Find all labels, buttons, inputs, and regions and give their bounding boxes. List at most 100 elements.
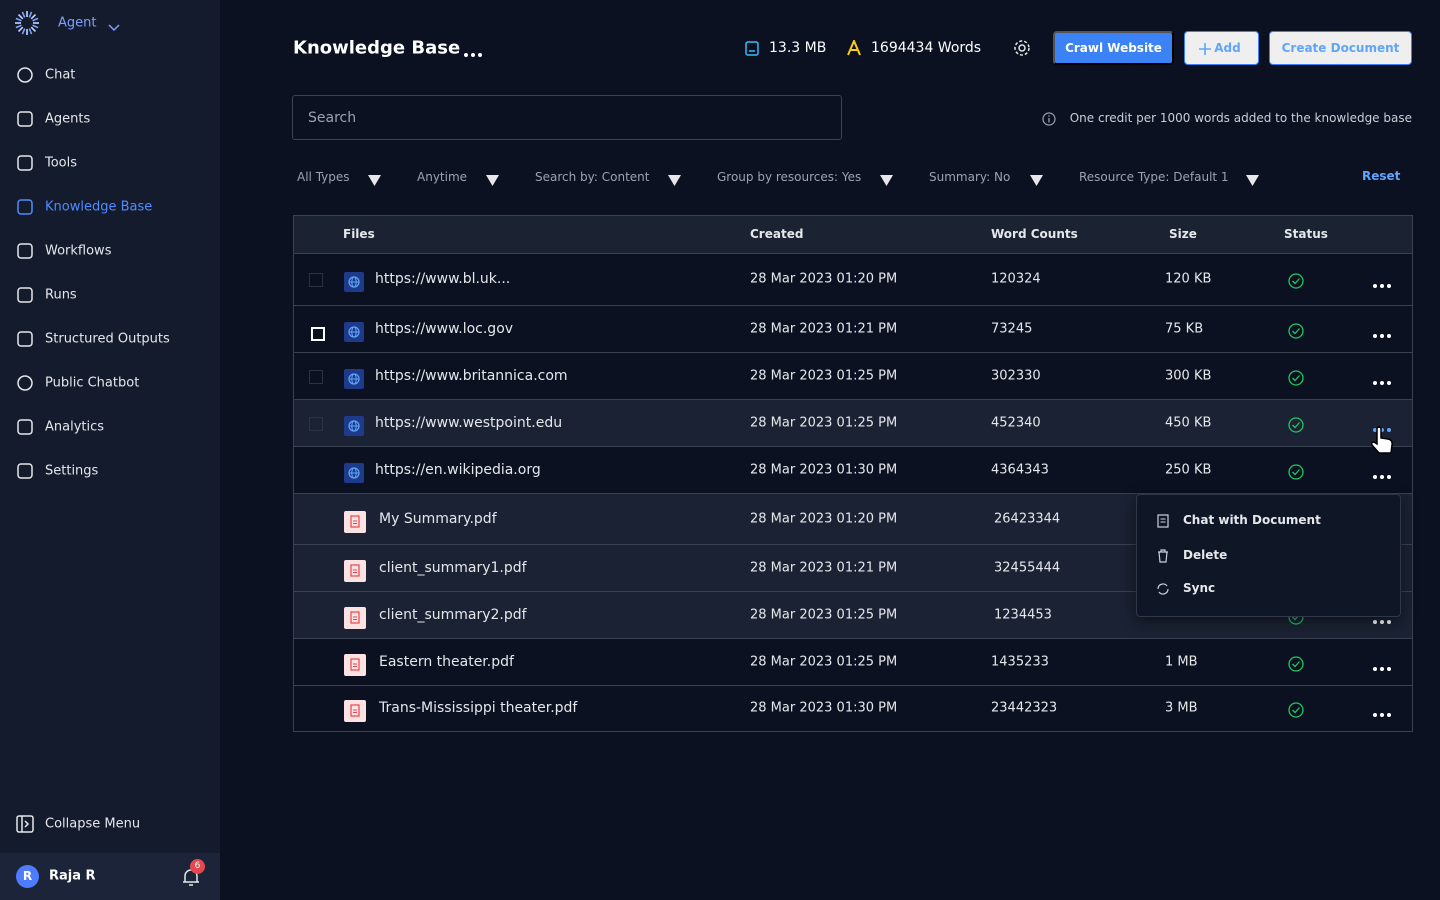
file-size: 250 KB: [1165, 462, 1212, 477]
file-name[interactable]: My Summary.pdf: [379, 510, 497, 527]
dropdown-arrow: [368, 171, 381, 186]
file-size: 450 KB: [1165, 415, 1212, 430]
row-checkbox[interactable]: [311, 326, 325, 341]
menu-icon: [1156, 548, 1170, 563]
file-name[interactable]: client_summary1.pdf: [379, 559, 527, 576]
plus-icon: [1198, 41, 1212, 55]
filter-dropdown[interactable]: Group by resources: Yes: [717, 170, 862, 184]
word-count: 4364343: [991, 462, 1049, 477]
row-checkbox[interactable]: [309, 273, 323, 287]
filter-dropdown[interactable]: Resource Type: Default 1: [1079, 170, 1229, 184]
file-name[interactable]: client_summary2.pdf: [379, 606, 527, 623]
word-count: 73245: [991, 321, 1033, 336]
pdf-icon: [344, 559, 366, 582]
created-date: 28 Mar 2023 01:25 PM: [750, 415, 898, 430]
filter-dropdown[interactable]: Summary: No: [929, 170, 1011, 184]
word-count: 1234453: [994, 607, 1052, 622]
filter-dropdown[interactable]: Search by: Content: [535, 170, 650, 184]
dropdown-arrow: [668, 171, 681, 186]
filter-dropdown[interactable]: All Types: [297, 170, 350, 184]
row-actions[interactable]: [1373, 324, 1391, 338]
nav-item[interactable]: Agents: [45, 111, 91, 127]
pdf-icon: [344, 653, 366, 676]
row-actions[interactable]: [1373, 703, 1391, 717]
search-placeholder[interactable]: Search: [308, 110, 357, 126]
settings-icon: [1013, 39, 1031, 57]
nav-item[interactable]: Tools: [45, 155, 78, 171]
button[interactable]: Add: [1184, 31, 1259, 65]
word-count: 1435233: [991, 654, 1049, 669]
workspace-name[interactable]: Agent: [58, 15, 97, 31]
row-actions[interactable]: [1373, 418, 1391, 432]
collapse-icon: [16, 815, 34, 833]
nav-icon: [16, 330, 34, 348]
menu-item[interactable]: Sync: [1183, 581, 1216, 595]
word-count: 452340: [991, 415, 1041, 430]
menu-item[interactable]: Chat with Document: [1183, 513, 1321, 527]
nav-item[interactable]: Structured Outputs: [45, 331, 170, 347]
status-check: [1288, 655, 1304, 672]
file-name[interactable]: https://www.bl.uk...: [375, 271, 511, 287]
nav-item[interactable]: Chat: [45, 67, 76, 83]
page-title: Knowledge Base: [293, 37, 461, 59]
file-name[interactable]: Trans-Mississippi theater.pdf: [379, 700, 578, 716]
button[interactable]: Crawl Website: [1053, 31, 1174, 65]
dropdown-arrow: [1030, 171, 1043, 186]
reset-button[interactable]: Reset: [1362, 169, 1401, 183]
file-name[interactable]: Eastern theater.pdf: [379, 653, 514, 670]
table-row[interactable]: [294, 253, 1412, 305]
notification-badge: 6: [190, 859, 205, 874]
table-row[interactable]: [294, 638, 1412, 685]
created-date: 28 Mar 2023 01:20 PM: [750, 511, 898, 526]
row-actions[interactable]: [1373, 465, 1391, 479]
pdf-icon: [344, 700, 366, 722]
nav-item[interactable]: Runs: [45, 287, 77, 303]
table-row[interactable]: [294, 685, 1412, 731]
row-checkbox[interactable]: [309, 369, 323, 384]
nav-item[interactable]: Knowledge Base: [45, 199, 153, 215]
row-actions[interactable]: [1373, 371, 1391, 385]
column-header: Status: [1284, 227, 1328, 241]
collapse-menu[interactable]: Collapse Menu: [45, 816, 141, 832]
chevron-icon: [108, 18, 120, 32]
dropdown-arrow: [1246, 171, 1259, 186]
row-actions[interactable]: [1373, 274, 1391, 288]
row-actions[interactable]: [1373, 657, 1391, 671]
nav-icon: [16, 374, 34, 392]
nav-item[interactable]: Workflows: [45, 243, 112, 259]
word-count: 26423344: [994, 511, 1061, 526]
file-name[interactable]: https://www.westpoint.edu: [375, 414, 563, 431]
word-count: 302330: [991, 368, 1041, 383]
menu-item[interactable]: Delete: [1183, 548, 1228, 562]
file-name[interactable]: https://www.loc.gov: [375, 320, 514, 337]
row-actions[interactable]: [1373, 610, 1391, 624]
word-count: 1694434 Words: [871, 40, 982, 56]
link-icon: [344, 462, 364, 483]
created-date: 28 Mar 2023 01:25 PM: [750, 654, 898, 669]
file-size: 3 MB: [1165, 700, 1198, 716]
table-row[interactable]: [294, 352, 1412, 399]
file-name[interactable]: https://www.britannica.com: [375, 367, 568, 384]
column-header: Created: [750, 227, 804, 241]
nav-item[interactable]: Analytics: [45, 419, 105, 435]
nav-item[interactable]: Public Chatbot: [45, 375, 140, 391]
file-name[interactable]: https://en.wikipedia.org: [375, 461, 541, 478]
created-date: 28 Mar 2023 01:30 PM: [750, 462, 898, 477]
table-row[interactable]: [294, 399, 1412, 446]
user-name: Raja R: [49, 868, 96, 884]
nav-icon: [16, 242, 34, 260]
table-row[interactable]: [294, 305, 1412, 352]
nav-item[interactable]: Settings: [45, 463, 99, 479]
storage-icon: [745, 41, 759, 56]
link-icon: [344, 415, 364, 436]
table-row[interactable]: [294, 446, 1412, 493]
words-icon: [847, 38, 861, 56]
button[interactable]: Create Document: [1269, 31, 1412, 65]
filter-dropdown[interactable]: Anytime: [417, 170, 468, 184]
nav-icon: [16, 154, 34, 172]
status-check: [1288, 322, 1304, 339]
status-check: [1288, 273, 1304, 289]
status-check: [1288, 416, 1304, 433]
nav-icon: [16, 110, 34, 128]
row-checkbox[interactable]: [309, 416, 323, 431]
